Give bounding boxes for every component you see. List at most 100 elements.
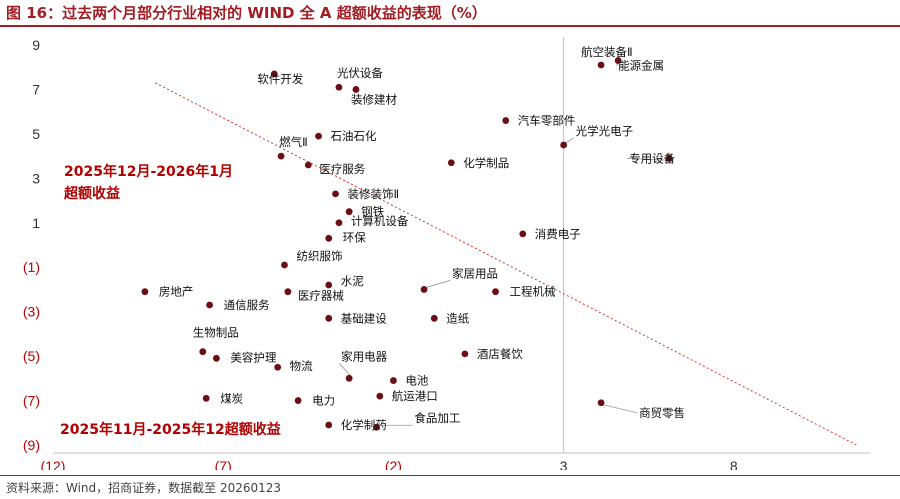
point-label: 化学制品 [463, 156, 509, 170]
x-tick-label: (2) [385, 458, 402, 470]
point-label: 家用电器 [341, 349, 387, 363]
point-label: 软件开发 [257, 72, 303, 86]
data-point [270, 70, 278, 78]
data-point [206, 301, 213, 309]
point-label: 电力 [312, 394, 335, 408]
leader-line [565, 137, 574, 144]
data-point [315, 132, 322, 140]
data-point [281, 261, 288, 269]
data-point [304, 161, 312, 169]
data-point [325, 281, 333, 289]
x-tick-label: (7) [215, 458, 232, 470]
data-point [519, 230, 527, 238]
data-point [352, 86, 360, 93]
data-point [372, 423, 380, 431]
point-label: 医疗器械 [298, 289, 344, 303]
y-axis-annotation: 2025年12月-2026年1月超额收益 [63, 163, 233, 202]
point-label: 食品加工 [414, 411, 460, 425]
point-label: 装修建材 [351, 92, 397, 106]
data-point [665, 154, 673, 162]
y-tick-label: (7) [23, 393, 40, 409]
point-label: 航空装备Ⅱ [581, 45, 633, 59]
data-point [141, 288, 149, 296]
data-points [141, 57, 673, 431]
leader-line [338, 363, 352, 377]
y-annotation-line: 超额收益 [63, 185, 120, 202]
point-label: 家居用品 [452, 266, 498, 280]
y-tick-label: 7 [32, 81, 40, 97]
label-leader-lines [338, 62, 672, 426]
data-point [284, 288, 292, 296]
source-rule [0, 475, 900, 476]
leader-line [425, 280, 451, 288]
data-point [390, 377, 397, 384]
data-point [345, 374, 353, 382]
data-point [492, 288, 499, 296]
point-label: 计算机设备 [351, 214, 409, 228]
source-note: 资料来源：Wind，招商证券，数据截至 20260123 [6, 481, 282, 495]
leader-line [627, 157, 672, 161]
data-point [294, 397, 302, 404]
point-label: 能源金属 [618, 59, 664, 73]
data-point [325, 234, 333, 242]
data-point [560, 141, 568, 149]
point-label: 基础建设 [341, 311, 387, 325]
data-point [447, 159, 455, 167]
y-tick-label: (1) [23, 259, 40, 275]
y-annotation-line: 2025年12月-2026年1月 [64, 163, 233, 180]
y-tick-label: 3 [32, 170, 40, 186]
point-label: 煤炭 [220, 391, 243, 405]
y-tick-label: (5) [23, 348, 40, 364]
point-label: 医疗服务 [319, 162, 365, 176]
point-label: 造纸 [446, 311, 469, 325]
data-point [335, 83, 343, 91]
point-label: 航运港口 [392, 389, 438, 403]
point-label: 美容护理 [230, 350, 276, 364]
y-tick-labels: 9 7 5 3 1 (1) (3) (5) (7) (9) [23, 37, 40, 453]
data-point [502, 117, 510, 124]
point-label: 环保 [343, 230, 366, 244]
leader-line [602, 404, 638, 414]
point-label: 电池 [405, 374, 428, 388]
point-label: 物流 [290, 359, 313, 373]
point-label: 专用设备 [629, 151, 675, 165]
data-point [274, 363, 282, 371]
data-point [420, 286, 428, 293]
data-point [597, 399, 605, 407]
data-point [325, 314, 333, 322]
point-label: 工程机械 [510, 285, 556, 299]
data-point [335, 219, 343, 227]
point-label: 酒店餐饮 [477, 347, 523, 361]
point-label: 商贸零售 [639, 406, 685, 420]
x-tick-label: 8 [730, 458, 738, 470]
point-label: 消费电子 [535, 227, 581, 241]
data-point [376, 392, 384, 400]
title-rule [0, 25, 900, 27]
point-label: 汽车零部件 [518, 114, 576, 128]
y-tick-label: (9) [23, 437, 40, 453]
y-tick-label: 1 [32, 215, 40, 231]
point-label: 化学制药 [341, 418, 387, 432]
x-tick-label: 3 [560, 458, 568, 470]
data-point [213, 354, 220, 362]
x-axis-annotation: 2025年11月-2025年12超额收益 [60, 421, 281, 438]
data-point [332, 190, 339, 198]
point-label: 水泥 [341, 274, 364, 288]
figure-title: 图 16：过去两个月部分行业相对的 WIND 全 A 超额收益的表现（%） [6, 4, 487, 22]
trend-line [154, 82, 857, 446]
point-label: 纺织服饰 [296, 249, 342, 263]
data-point [202, 394, 210, 402]
data-point [199, 348, 207, 356]
point-label: 房地产 [159, 285, 194, 299]
point-label: 石油石化 [331, 129, 377, 143]
data-point [597, 61, 605, 69]
point-label: 生物制品 [193, 326, 239, 340]
point-label: 光伏设备 [337, 66, 383, 80]
data-point [277, 152, 285, 160]
data-point [614, 57, 622, 64]
data-point [345, 208, 353, 216]
y-tick-label: (3) [23, 304, 40, 320]
point-label: 通信服务 [224, 298, 270, 312]
data-point [325, 421, 333, 429]
